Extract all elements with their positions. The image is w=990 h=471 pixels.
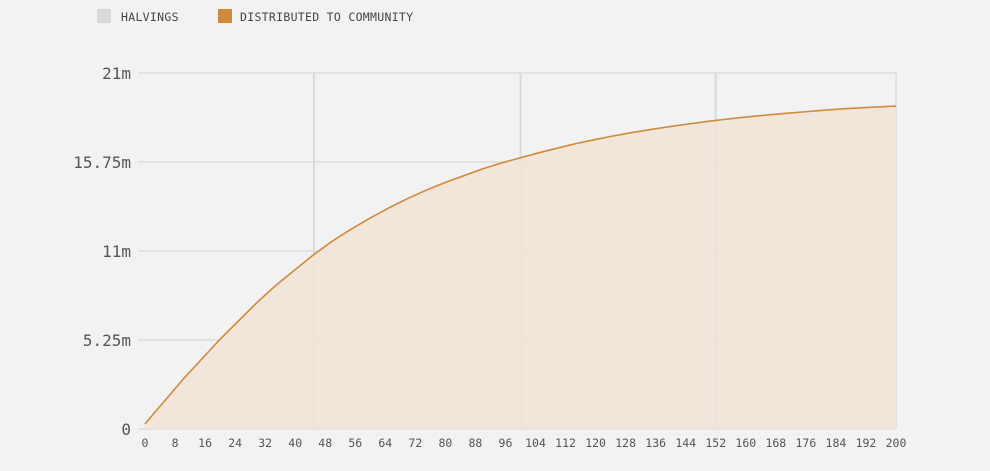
x-tick-label: 112 [555, 436, 576, 450]
x-tick-label: 16 [198, 436, 212, 450]
x-tick-label: 8 [172, 436, 179, 450]
y-tick-label: 0 [121, 420, 131, 439]
x-tick-label: 48 [318, 436, 332, 450]
x-tick-label: 128 [615, 436, 636, 450]
x-tick-label: 72 [408, 436, 422, 450]
y-axis: 0 5.25m 11m 15.75m 21m [73, 64, 145, 439]
y-tick-label: 5.25m [83, 331, 131, 350]
legend-distributed-swatch [218, 9, 232, 23]
x-tick-label: 64 [378, 436, 392, 450]
x-tick-label: 152 [705, 436, 726, 450]
x-tick-label: 160 [735, 436, 756, 450]
x-tick-label: 32 [258, 436, 272, 450]
x-tick-label: 176 [795, 436, 816, 450]
legend: HALVINGS DISTRIBUTED TO COMMUNITY [97, 9, 413, 24]
x-tick-label: 40 [288, 436, 302, 450]
x-tick-label: 168 [765, 436, 786, 450]
x-tick-label: 200 [886, 436, 907, 450]
x-tick-label: 96 [499, 436, 513, 450]
legend-distributed-label: DISTRIBUTED TO COMMUNITY [240, 10, 413, 24]
y-tick-label: 21m [102, 64, 131, 83]
x-tick-label: 104 [525, 436, 546, 450]
x-axis: 0 8 16 24 32 40 48 56 64 72 80 88 96 104 112 120 128 136 1… [142, 436, 907, 450]
x-tick-label: 120 [585, 436, 606, 450]
x-tick-label: 184 [826, 436, 847, 450]
y-tick-label: 15.75m [73, 153, 131, 172]
y-tick-label: 11m [102, 242, 131, 261]
x-tick-label: 56 [348, 436, 362, 450]
legend-halvings-swatch [97, 9, 111, 23]
x-tick-label: 24 [228, 436, 242, 450]
x-tick-label: 88 [469, 436, 483, 450]
x-tick-label: 0 [142, 436, 149, 450]
x-tick-label: 136 [645, 436, 666, 450]
legend-halvings-label: HALVINGS [121, 10, 179, 24]
x-tick-label: 80 [438, 436, 452, 450]
x-tick-label: 192 [856, 436, 877, 450]
x-tick-label: 144 [675, 436, 696, 450]
